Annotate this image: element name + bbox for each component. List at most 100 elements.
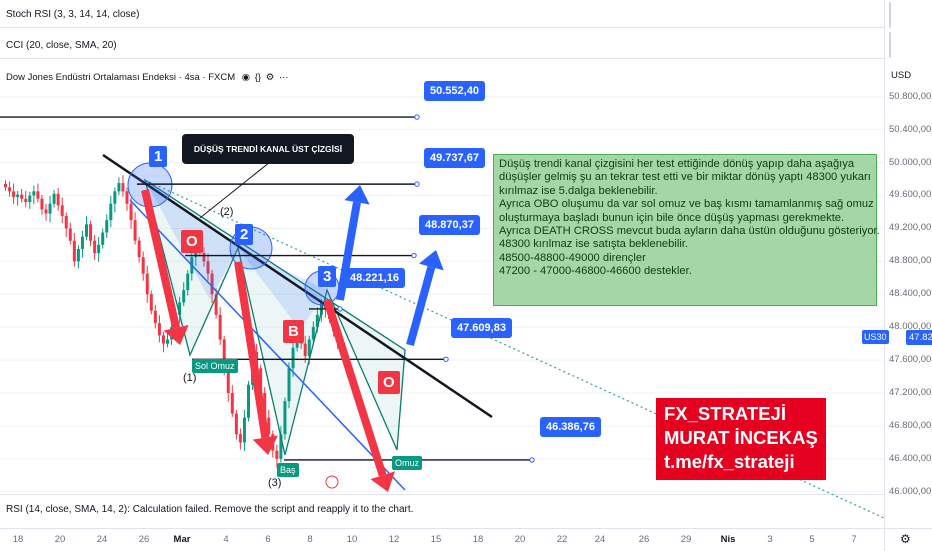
pane-separator[interactable]	[0, 58, 884, 59]
time-tick-label: Nis	[720, 534, 736, 545]
wave-badge-3[interactable]: 3	[318, 266, 337, 287]
y-tick-label: 48.000,00	[889, 321, 932, 333]
candle-body	[32, 191, 36, 196]
up-arrow	[406, 265, 436, 347]
down-arrow	[323, 298, 387, 477]
candle-body	[267, 417, 271, 435]
y-tick-label: 50.800,00	[889, 90, 932, 102]
price-level-box[interactable]: 47.609,83	[451, 318, 512, 338]
candle-body	[222, 339, 226, 369]
time-tick-label: 12	[388, 534, 400, 545]
note-line: Ayrıca DEATH CROSS mevcut buda ayların d…	[499, 225, 880, 238]
o-badge[interactable]: O	[378, 371, 400, 394]
pane-separator[interactable]	[0, 27, 884, 28]
up-arrow-head	[344, 185, 370, 205]
symbol-title-text: Dow Jones Endüstri Ortalaması Endeksi · …	[6, 72, 236, 83]
brand-box[interactable]: FX_STRATEJİ MURAT İNCEKAŞ t.me/fx_strate…	[656, 398, 826, 480]
gear-icon[interactable]: ⚙	[900, 532, 911, 546]
candle-body	[101, 232, 105, 245]
stoch-rsi-label: Stoch RSI (3, 3, 14, 14, close)	[6, 9, 140, 20]
down-arrow	[141, 189, 181, 329]
candle-body	[68, 228, 72, 241]
candle-body	[56, 193, 60, 206]
candle-body	[52, 193, 56, 204]
time-tick-label: 20	[514, 534, 526, 545]
candle-body	[28, 195, 32, 203]
time-tick-label: 24	[96, 534, 108, 545]
down-arrow-head	[370, 471, 395, 492]
candle-body	[4, 183, 7, 188]
time-tick-label: 18	[472, 534, 484, 545]
note-line: 48300 kırılmaz ise satışta beklenebilir.	[499, 238, 689, 251]
price-level-box[interactable]: 46.386,76	[540, 417, 601, 437]
price-level-box[interactable]: 50.552,40	[424, 81, 485, 101]
callout-pointer	[199, 161, 271, 219]
candle-body	[161, 335, 165, 344]
level-anchor	[529, 457, 535, 463]
y-tick-label: 46.800,00	[889, 419, 932, 431]
wave-badge-1[interactable]: 1	[149, 146, 168, 167]
time-axis[interactable]: 18 20 24 26 Mar 4 6 8 10 12 15 18 20 22 24 26 29 Nis 3 5 7	[0, 528, 884, 551]
candle-body	[76, 248, 80, 262]
level-anchor	[411, 252, 417, 259]
y-tick-label: 46.400,00	[889, 452, 932, 464]
y-tick-label: 48.400,00	[889, 288, 932, 300]
price-axis[interactable]: USD 50.800,00 50.400,00 50.000,00 49.600,00…	[884, 0, 932, 528]
candle-body	[202, 253, 206, 262]
analysis-note[interactable]: Düşüş trendi kanal çizgisini her test et…	[493, 154, 880, 306]
price-level-box[interactable]: 48.221,16	[344, 268, 405, 288]
price-level-box[interactable]: 49.737,67	[424, 148, 485, 168]
down-arrow-head	[163, 325, 189, 345]
candle-body	[226, 368, 230, 393]
candle-body	[157, 323, 161, 336]
wave-badge-2[interactable]: 2	[235, 224, 254, 245]
code-icon[interactable]: {}	[254, 72, 262, 83]
note-line: Düşüş trendi kanal çizgisini her test et…	[499, 158, 855, 170]
candle-body	[137, 240, 141, 258]
candle-body	[178, 302, 182, 315]
candle-body	[247, 384, 250, 418]
more-icon[interactable]: ···	[278, 72, 289, 83]
bas-tag[interactable]: Baş	[277, 463, 299, 477]
candle-body	[20, 194, 24, 199]
price-level-box[interactable]: 48.870,37	[419, 215, 480, 235]
candle-body	[16, 194, 20, 198]
cci-label: CCI (20, close, SMA, 20)	[6, 40, 117, 51]
pane-resize-handle[interactable]	[889, 32, 891, 58]
candle-body	[287, 368, 291, 402]
sol-omuz-tag[interactable]: Sol Omuz	[192, 359, 238, 373]
sag-omuz-tag[interactable]: Omuz	[392, 456, 423, 470]
o-badge[interactable]: O	[181, 230, 203, 253]
y-tick-label: 47.200,00	[889, 387, 932, 398]
b-badge[interactable]: B	[283, 320, 304, 343]
time-tick-label: 18	[12, 534, 24, 545]
candle-body	[238, 434, 242, 443]
candle-body	[129, 203, 133, 221]
settings-icon[interactable]: ⚙	[265, 72, 275, 83]
candle-body	[303, 343, 307, 356]
time-tick-label: 26	[638, 534, 650, 545]
trend-callout[interactable]: DÜŞÜŞ TRENDİ KANAL ÜST ÇİZGİSİ	[182, 134, 354, 164]
candle-body	[60, 205, 64, 217]
pane-resize-handle[interactable]	[889, 2, 891, 28]
time-tick-label: 29	[680, 534, 692, 545]
pane-separator[interactable]	[0, 494, 884, 495]
eye-icon[interactable]: ◉	[241, 72, 251, 83]
time-tick-label: 20	[54, 534, 66, 545]
candle-body	[36, 191, 40, 199]
note-line: 48500-48800-49000 dirençler	[499, 251, 646, 264]
candle-body	[279, 434, 283, 459]
candle-body	[24, 198, 28, 203]
candle-body	[166, 339, 169, 344]
candle-body	[291, 347, 295, 369]
candle-body	[121, 183, 125, 192]
obo-pattern	[143, 178, 406, 456]
symbol-price-tag: US30	[862, 330, 889, 344]
candle-body	[153, 310, 157, 324]
time-tick-label: 6	[265, 534, 271, 545]
candle-body	[218, 314, 222, 340]
note-line: 47200 - 47000-46800-46600 destekler.	[499, 265, 692, 278]
candle-body	[89, 224, 93, 241]
axis-corner[interactable]: ⚙	[884, 528, 932, 551]
candle-body	[141, 257, 145, 274]
